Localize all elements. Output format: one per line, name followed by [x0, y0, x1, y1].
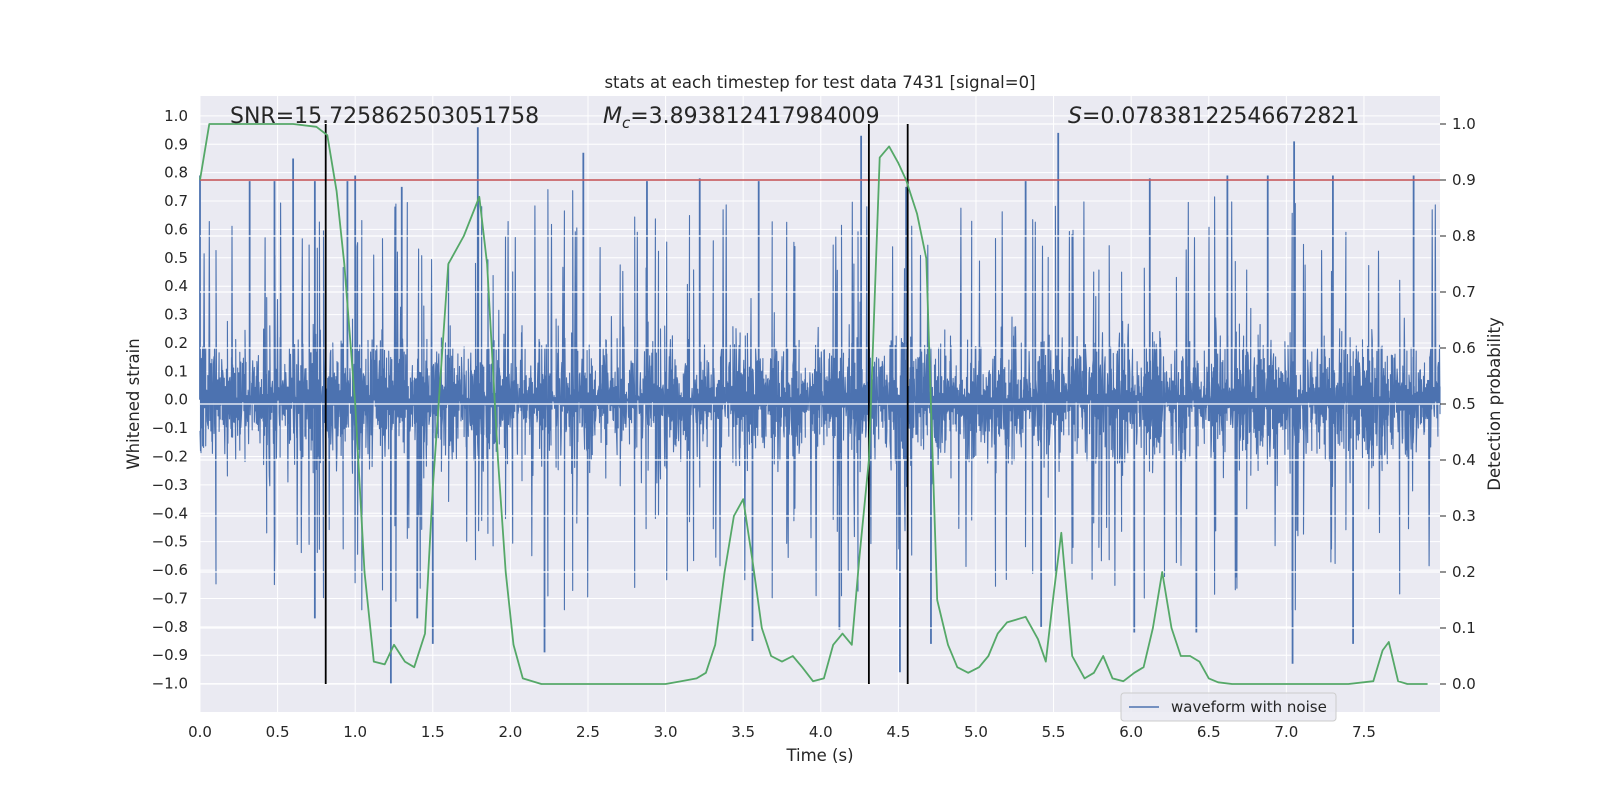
y-axis-right-label: Detection probability	[1485, 317, 1504, 491]
left-tick-label: 0.9	[164, 135, 188, 153]
right-tick-label: 1.0	[1452, 115, 1476, 133]
x-axis-ticks: 0.0 0.5 1.0 1.5 2.0 2.5 3.0 3.5 4.0 4.5 5.0 5.5 6.0 6…	[188, 723, 1376, 741]
right-tick-label: 0.4	[1452, 451, 1476, 469]
x-tick-label: 6.5	[1197, 723, 1221, 741]
right-tick-label: 0.9	[1452, 171, 1476, 189]
x-tick-label: 1.0	[343, 723, 367, 741]
right-axis-ticks: 1.0 0.9 0.8 0.7 0.6 0.5 0.4 0.3 0.2 0.1 0.0	[1440, 115, 1476, 693]
left-tick-label: −0.4	[152, 504, 188, 522]
left-tick-label: −0.7	[152, 589, 188, 607]
left-tick-label: 0.7	[164, 192, 188, 210]
plot-area: SNR=15.725862503051758 Mc=3.893812417984…	[199, 96, 1441, 722]
x-tick-label: 7.5	[1352, 723, 1376, 741]
x-tick-label: 0.0	[188, 723, 212, 741]
right-tick-label: 0.3	[1452, 507, 1476, 525]
x-tick-label: 5.5	[1042, 723, 1066, 741]
legend-box	[1120, 692, 1337, 722]
chirp-mass-symbol: M	[603, 104, 622, 129]
left-tick-label: −1.0	[152, 675, 188, 693]
s-value: =0.07838122546672821	[1082, 104, 1359, 129]
right-tick-label: 0.8	[1452, 227, 1476, 245]
right-tick-label: 0.1	[1452, 619, 1476, 637]
chart-title: stats at each timestep for test data 743…	[604, 73, 1035, 92]
left-tick-label: 0.2	[164, 334, 188, 352]
x-tick-label: 4.5	[886, 723, 910, 741]
x-tick-label: 5.0	[964, 723, 988, 741]
left-tick-label: −0.8	[152, 618, 188, 636]
waveform-series	[199, 127, 1441, 684]
x-tick-label: 2.5	[576, 723, 600, 741]
x-tick-label: 7.0	[1274, 723, 1298, 741]
x-tick-label: 4.0	[809, 723, 833, 741]
x-tick-label: 2.0	[498, 723, 522, 741]
legend: waveform with noise	[1120, 692, 1337, 722]
y-axis-left-label: Whitened strain	[124, 338, 143, 469]
left-tick-label: −0.3	[152, 476, 188, 494]
left-tick-label: −0.9	[152, 646, 188, 664]
snr-annotation: SNR=15.725862503051758	[230, 104, 539, 129]
x-tick-label: 3.5	[731, 723, 755, 741]
left-tick-label: 0.3	[164, 306, 188, 324]
chirp-mass-subscript: c	[622, 114, 631, 132]
left-tick-label: 0.0	[164, 391, 188, 409]
left-tick-label: 0.5	[164, 249, 188, 267]
right-tick-label: 0.7	[1452, 283, 1476, 301]
x-tick-label: 6.0	[1119, 723, 1143, 741]
x-tick-label: 3.0	[654, 723, 678, 741]
left-tick-label: 0.1	[164, 362, 188, 380]
x-tick-label: 1.5	[421, 723, 445, 741]
right-tick-label: 0.0	[1452, 675, 1476, 693]
s-symbol: S	[1068, 104, 1082, 129]
legend-label: waveform with noise	[1171, 698, 1327, 716]
right-tick-label: 0.2	[1452, 563, 1476, 581]
left-tick-label: 0.4	[164, 277, 188, 295]
left-tick-label: −0.1	[152, 419, 188, 437]
event-markers	[324, 124, 909, 684]
left-tick-label: −0.2	[152, 448, 188, 466]
s-annotation: S=0.07838122546672821	[1068, 104, 1359, 129]
left-tick-label: 0.8	[164, 164, 188, 182]
left-tick-label: −0.5	[152, 533, 188, 551]
left-tick-label: −0.6	[152, 561, 188, 579]
left-tick-label: 1.0	[164, 107, 188, 125]
chirp-mass-annotation: Mc=3.893812417984009	[603, 104, 880, 132]
right-tick-label: 0.5	[1452, 395, 1476, 413]
left-axis-ticks: 1.0 0.9 0.8 0.7 0.6 0.5 0.4 0.3 0.2 0.1 0.0 −0.1 −0.…	[152, 107, 188, 693]
chirp-mass-value: =3.893812417984009	[630, 104, 879, 129]
right-tick-label: 0.6	[1452, 339, 1476, 357]
left-tick-label: 0.6	[164, 220, 188, 238]
x-tick-label: 0.5	[266, 723, 290, 741]
x-axis-label: Time (s)	[785, 746, 853, 765]
probability-line	[199, 123, 1428, 685]
